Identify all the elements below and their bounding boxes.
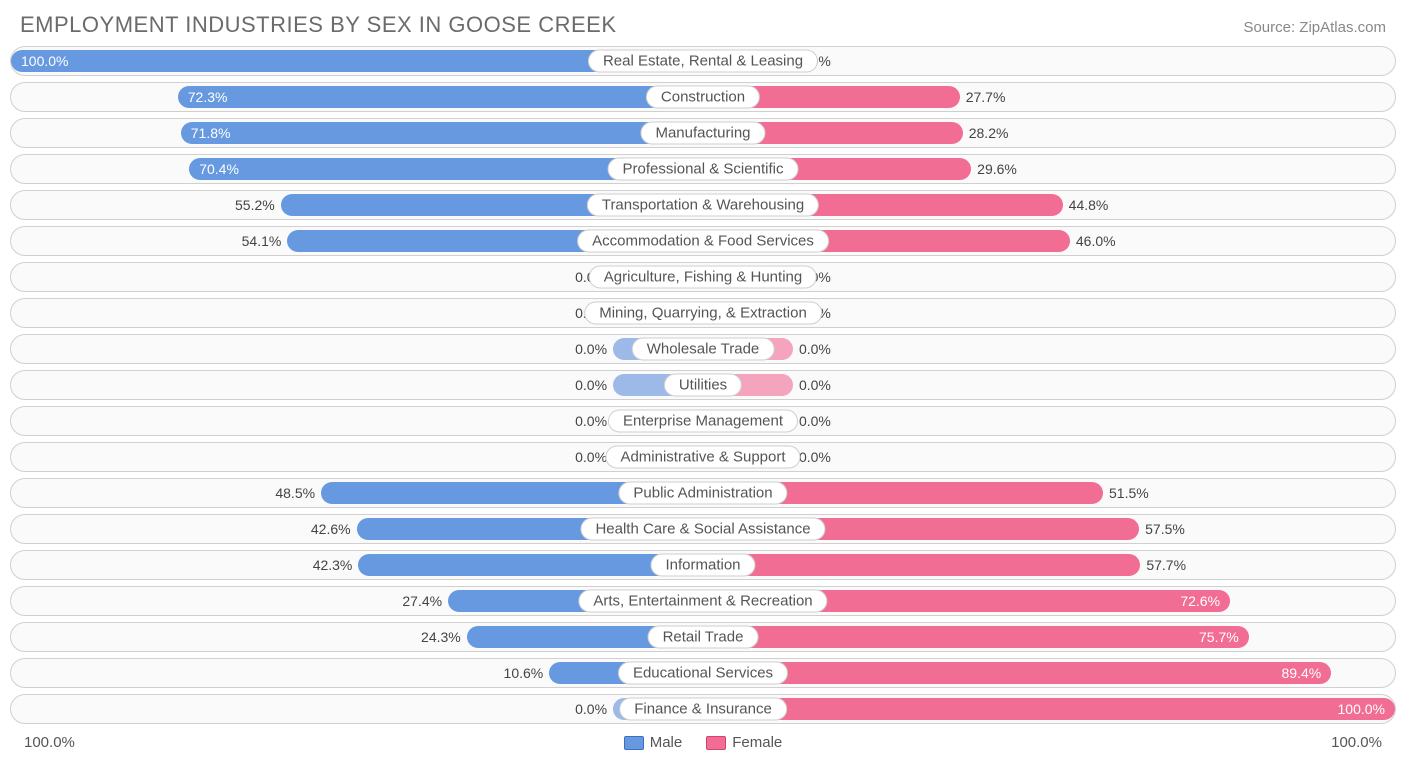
chart-row: 24.3% 75.7% Retail Trade — [10, 622, 1396, 652]
category-label: Finance & Insurance — [619, 698, 787, 721]
female-value-label: 57.5% — [1145, 521, 1185, 537]
female-value-label: 27.7% — [966, 89, 1006, 105]
category-label: Accommodation & Food Services — [577, 230, 829, 253]
chart-row: 42.3% 57.7% Information — [10, 550, 1396, 580]
category-label: Enterprise Management — [608, 410, 798, 433]
legend-male-label: Male — [650, 734, 683, 751]
female-value-label: 46.0% — [1076, 233, 1116, 249]
legend-female-label: Female — [732, 734, 782, 751]
male-bar — [178, 86, 703, 108]
chart-row: 72.3% 27.7% Construction — [10, 82, 1396, 112]
chart-row: 0.0% 0.0%Administrative & Support — [10, 442, 1396, 472]
female-bar — [703, 626, 1249, 648]
male-value-label: 42.6% — [311, 521, 351, 537]
female-value-label: 72.6% — [1180, 593, 1220, 609]
chart-row: 0.0%0.0%Agriculture, Fishing & Hunting — [10, 262, 1396, 292]
category-label: Health Care & Social Assistance — [580, 518, 825, 541]
category-label: Mining, Quarrying, & Extraction — [584, 302, 822, 325]
chart-title: EMPLOYMENT INDUSTRIES BY SEX IN GOOSE CR… — [20, 12, 617, 38]
category-label: Information — [650, 554, 755, 577]
female-value-label: 57.7% — [1146, 557, 1186, 573]
category-label: Real Estate, Rental & Leasing — [588, 50, 818, 73]
male-value-label: 27.4% — [402, 593, 442, 609]
chart-footer: 100.0% Male Female 100.0% — [0, 730, 1406, 751]
category-label: Professional & Scientific — [608, 158, 799, 181]
male-value-label: 100.0% — [21, 53, 68, 69]
category-label: Construction — [646, 86, 760, 109]
female-value-label: 75.7% — [1199, 629, 1239, 645]
male-value-label: 42.3% — [313, 557, 353, 573]
female-bar — [703, 698, 1395, 720]
male-value-label: 70.4% — [199, 161, 239, 177]
chart-header: EMPLOYMENT INDUSTRIES BY SEX IN GOOSE CR… — [0, 0, 1406, 46]
male-value-label: 72.3% — [188, 89, 228, 105]
chart-row: 0.0% 0.0% Utilities — [10, 370, 1396, 400]
chart-row: 0.0% 0.0%Enterprise Management — [10, 406, 1396, 436]
female-value-label: 28.2% — [969, 125, 1009, 141]
male-bar — [181, 122, 703, 144]
female-value-label: 29.6% — [977, 161, 1017, 177]
axis-left-label: 100.0% — [24, 734, 75, 751]
female-value-label: 0.0% — [799, 449, 831, 465]
chart-row: 42.6% 57.5% Health Care & Social Assistanc… — [10, 514, 1396, 544]
female-value-label: 0.0% — [799, 341, 831, 357]
legend: Male Female — [624, 734, 783, 751]
category-label: Retail Trade — [648, 626, 759, 649]
chart-row: 0.0% 0.0% Wholesale Trade — [10, 334, 1396, 364]
category-label: Wholesale Trade — [632, 338, 775, 361]
male-value-label: 55.2% — [235, 197, 275, 213]
male-value-label: 48.5% — [275, 485, 315, 501]
category-label: Transportation & Warehousing — [587, 194, 819, 217]
category-label: Utilities — [664, 374, 742, 397]
female-swatch-icon — [706, 736, 726, 750]
female-value-label: 100.0% — [1338, 701, 1385, 717]
female-value-label: 0.0% — [799, 377, 831, 393]
chart-row: 48.5% 51.5% Public Administration — [10, 478, 1396, 508]
chart-row: 0.0% 100.0% Finance & Insurance — [10, 694, 1396, 724]
male-value-label: 10.6% — [504, 665, 544, 681]
category-label: Agriculture, Fishing & Hunting — [589, 266, 817, 289]
female-bar — [703, 662, 1331, 684]
male-value-label: 0.0% — [575, 341, 607, 357]
female-bar — [703, 554, 1140, 576]
male-value-label: 0.0% — [575, 413, 607, 429]
axis-right-label: 100.0% — [1331, 734, 1382, 751]
male-value-label: 0.0% — [575, 701, 607, 717]
male-value-label: 0.0% — [575, 449, 607, 465]
female-value-label: 51.5% — [1109, 485, 1149, 501]
legend-male: Male — [624, 734, 683, 751]
chart-row: 70.4% 29.6% Professional & Scientific — [10, 154, 1396, 184]
male-swatch-icon — [624, 736, 644, 750]
female-value-label: 0.0% — [799, 413, 831, 429]
chart-source: Source: ZipAtlas.com — [1243, 19, 1386, 36]
category-label: Arts, Entertainment & Recreation — [578, 590, 827, 613]
category-label: Public Administration — [618, 482, 787, 505]
chart-row: 54.1% 46.0% Accommodation & Food Services — [10, 226, 1396, 256]
legend-female: Female — [706, 734, 782, 751]
chart-row: 27.4% 72.6% Arts, Entertainment & Recreati… — [10, 586, 1396, 616]
male-value-label: 71.8% — [191, 125, 231, 141]
male-value-label: 24.3% — [421, 629, 461, 645]
category-label: Administrative & Support — [605, 446, 800, 469]
female-value-label: 89.4% — [1281, 665, 1321, 681]
category-label: Manufacturing — [640, 122, 765, 145]
chart-row: 100.0%0.0%Real Estate, Rental & Leasing — [10, 46, 1396, 76]
category-label: Educational Services — [618, 662, 788, 685]
chart-row: 71.8% 28.2% Manufacturing — [10, 118, 1396, 148]
male-value-label: 0.0% — [575, 377, 607, 393]
chart-row: 0.0%0.0%Mining, Quarrying, & Extraction — [10, 298, 1396, 328]
male-value-label: 54.1% — [242, 233, 282, 249]
chart-row: 10.6% 89.4% Educational Services — [10, 658, 1396, 688]
female-value-label: 44.8% — [1069, 197, 1109, 213]
chart-row: 55.2% 44.8% Transportation & Warehousing — [10, 190, 1396, 220]
chart-area: 100.0%0.0%Real Estate, Rental & Leasing7… — [0, 46, 1406, 724]
